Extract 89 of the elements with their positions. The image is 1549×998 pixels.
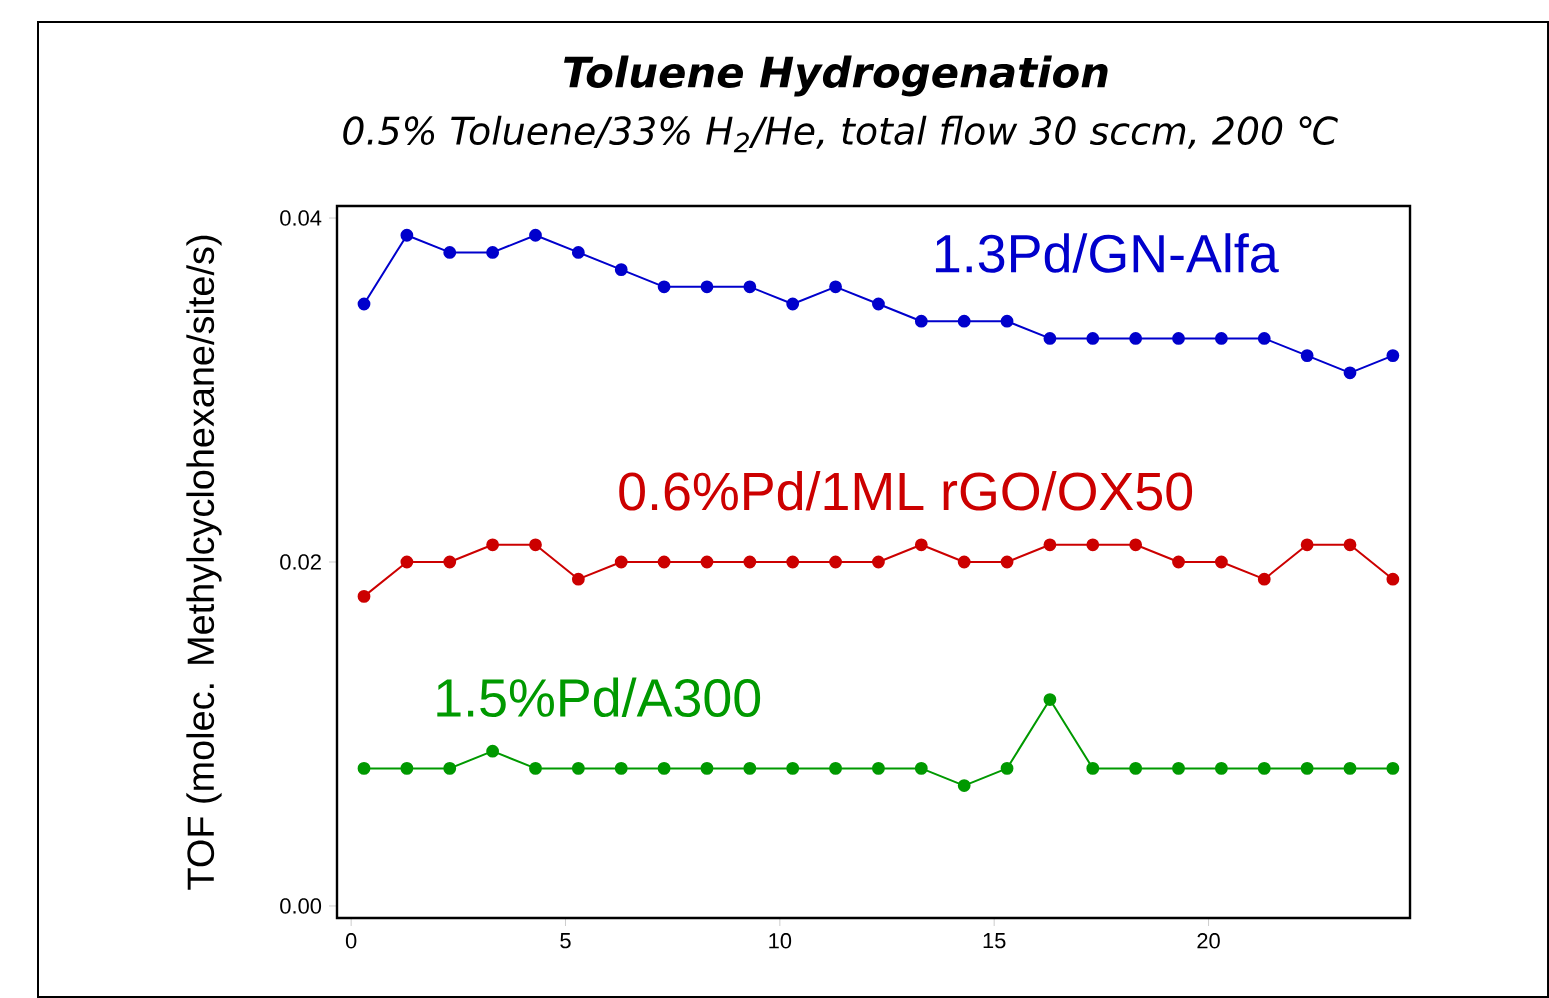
point [357, 761, 371, 775]
point [743, 761, 757, 775]
point [1343, 366, 1357, 380]
point [1386, 572, 1400, 586]
chart-title: Toluene Hydrogenation [564, 55, 1108, 97]
point [829, 280, 842, 294]
point [614, 761, 628, 775]
point [1214, 332, 1228, 345]
point [786, 555, 800, 569]
point [1343, 538, 1357, 552]
point [1086, 332, 1100, 345]
point [1257, 332, 1271, 345]
point [1172, 761, 1185, 775]
x-tick-label: 5 [560, 933, 571, 949]
point [700, 280, 714, 294]
point [700, 555, 714, 569]
point [700, 761, 714, 775]
point [786, 761, 800, 775]
x-tick-label: 0 [345, 933, 357, 949]
point [1129, 761, 1143, 775]
x-tick-label: 15 [983, 933, 1006, 949]
point [1214, 761, 1228, 775]
series-label: 1.3Pd/GN-Alfa [935, 233, 1279, 273]
point [1386, 349, 1400, 363]
point [443, 761, 457, 775]
point [829, 761, 842, 775]
point [443, 246, 457, 259]
point [1386, 761, 1400, 775]
point [1300, 538, 1314, 552]
chart-subtitle: 0.5% Toluene/33% H$_{2}$/He, total flow 30 sccm, 200 ℃ [343, 115, 1338, 153]
x-tick-label: 20 [1197, 933, 1220, 949]
x-tick-label: 10 [769, 933, 792, 949]
point [1043, 693, 1057, 706]
point [400, 555, 414, 569]
point [486, 744, 500, 758]
point [1300, 349, 1314, 363]
point [1129, 538, 1143, 552]
point [400, 228, 414, 242]
point [400, 761, 414, 775]
y-tick-label: 0.02 [280, 554, 321, 570]
point [571, 572, 585, 586]
point [872, 297, 885, 311]
series-label: 1.5%Pd/A300 [437, 677, 761, 718]
point [657, 280, 671, 294]
point [1214, 555, 1228, 569]
point [1257, 761, 1271, 775]
point [1086, 538, 1100, 552]
point [486, 538, 500, 552]
point [529, 761, 542, 775]
point [1043, 332, 1057, 345]
point [1343, 761, 1357, 775]
point [614, 263, 628, 277]
point [743, 280, 757, 294]
y-tick-label: 0.00 [280, 898, 322, 914]
point [443, 555, 457, 569]
point [872, 555, 885, 569]
point [1172, 332, 1185, 345]
point [872, 761, 885, 775]
point [743, 555, 757, 569]
point [957, 555, 971, 569]
point [829, 555, 842, 569]
point [914, 761, 928, 775]
point [1000, 314, 1014, 328]
point [1257, 572, 1271, 586]
point [357, 589, 371, 603]
point [357, 297, 371, 311]
y-axis-title: TOF (molec. Methylcyclohexane/site/s) [186, 235, 222, 890]
point [571, 246, 585, 259]
point [614, 555, 628, 569]
point [957, 779, 971, 792]
point [571, 761, 585, 775]
point [1172, 555, 1185, 569]
point [914, 314, 928, 328]
point [657, 761, 671, 775]
point [529, 228, 542, 242]
point [529, 538, 542, 552]
point [657, 555, 671, 569]
series-label: 0.6%Pd/1ML rGO/OX50 [619, 471, 1193, 511]
point [1000, 761, 1014, 775]
y-tick-label: 0.04 [280, 210, 322, 226]
point [957, 314, 971, 328]
point [486, 246, 500, 259]
point [1129, 332, 1143, 345]
point [1000, 555, 1014, 569]
point [1043, 538, 1057, 552]
point [786, 297, 800, 311]
point [1300, 761, 1314, 775]
point [1086, 761, 1100, 775]
point [914, 538, 928, 552]
